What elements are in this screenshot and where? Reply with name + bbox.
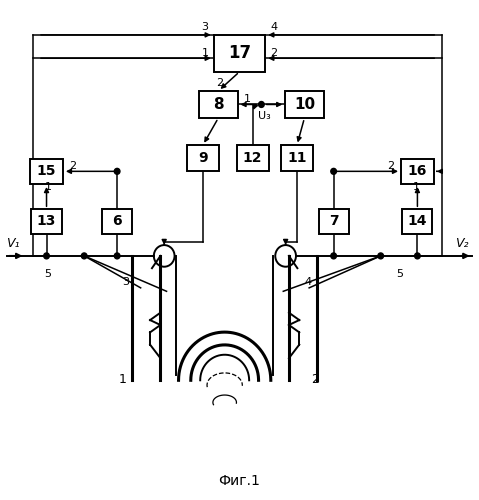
FancyBboxPatch shape [237,146,269,171]
FancyBboxPatch shape [214,35,265,72]
Text: 7: 7 [329,214,339,228]
Text: 2: 2 [270,48,277,58]
Text: 2: 2 [69,161,77,171]
Circle shape [331,253,336,259]
Text: 4: 4 [304,278,311,287]
FancyBboxPatch shape [285,91,324,118]
FancyBboxPatch shape [32,209,62,234]
FancyBboxPatch shape [102,209,132,234]
Circle shape [114,253,120,259]
Text: 3: 3 [122,278,129,287]
Text: V₁: V₁ [6,237,20,250]
Text: 9: 9 [198,151,207,165]
FancyBboxPatch shape [187,146,219,171]
FancyBboxPatch shape [30,158,63,184]
FancyBboxPatch shape [402,209,433,234]
Circle shape [415,253,420,259]
Text: 1: 1 [45,182,51,192]
Circle shape [114,168,120,174]
Circle shape [44,253,49,259]
Text: 1: 1 [244,94,251,104]
Text: 1: 1 [202,48,209,58]
Text: 16: 16 [408,164,427,178]
Text: Фиг.1: Фиг.1 [218,474,261,488]
Text: 14: 14 [408,214,427,228]
FancyBboxPatch shape [199,91,238,118]
Text: 1: 1 [412,182,420,192]
Text: 13: 13 [37,214,56,228]
Text: 11: 11 [287,151,307,165]
Text: 12: 12 [243,151,262,165]
Text: 5: 5 [396,268,403,278]
Circle shape [81,253,87,259]
FancyBboxPatch shape [401,158,434,184]
Text: 5: 5 [44,268,51,278]
Text: 10: 10 [294,97,315,112]
Text: 2: 2 [311,372,319,386]
Text: 8: 8 [213,97,224,112]
Text: 6: 6 [112,214,122,228]
Circle shape [378,253,384,259]
Text: 2: 2 [216,78,223,88]
FancyBboxPatch shape [319,209,349,234]
FancyBboxPatch shape [281,146,313,171]
Circle shape [331,168,336,174]
Text: V₂: V₂ [455,237,468,250]
Circle shape [259,102,264,107]
Text: 15: 15 [37,164,56,178]
Text: 17: 17 [228,44,251,62]
Text: 3: 3 [202,22,209,32]
Text: U₃: U₃ [258,111,271,121]
Text: 4: 4 [270,22,277,32]
Text: 2: 2 [387,161,394,171]
Text: 1: 1 [119,372,127,386]
